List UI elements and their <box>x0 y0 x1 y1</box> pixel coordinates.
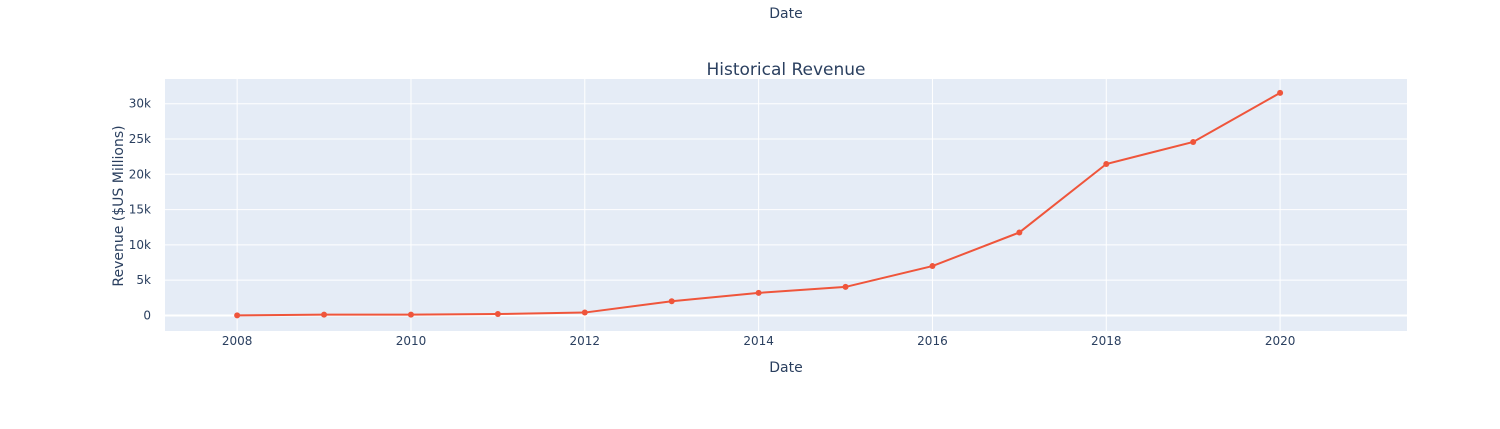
y-tick-label: 15k <box>129 203 151 217</box>
top-axis-label: Date <box>769 6 802 22</box>
x-axis-ticks: 2008 2010 2012 2014 2016 2018 2020 <box>222 334 1296 348</box>
data-point <box>1103 160 1110 167</box>
y-tick-label: 20k <box>129 167 151 181</box>
y-tick-label: 30k <box>129 97 151 111</box>
data-point <box>494 311 501 318</box>
plot-area <box>165 79 1407 331</box>
x-tick-label: 2020 <box>1265 334 1296 348</box>
data-point <box>929 263 936 270</box>
x-tick-label: 2008 <box>222 334 253 348</box>
y-axis-ticks: 0 5k 10k 15k 20k 25k 30k <box>129 97 151 323</box>
data-point <box>755 289 762 296</box>
data-point <box>1190 138 1197 145</box>
data-point <box>668 298 675 305</box>
data-point <box>1016 229 1023 236</box>
x-tick-label: 2016 <box>917 334 948 348</box>
revenue-series-markers <box>234 89 1284 319</box>
y-axis-title: Revenue ($US Millions) <box>111 125 127 286</box>
data-point <box>842 283 849 290</box>
data-point <box>321 311 328 318</box>
data-point <box>234 312 241 319</box>
data-point <box>581 309 588 316</box>
y-tick-label: 0 <box>143 308 151 322</box>
x-tick-label: 2018 <box>1091 334 1122 348</box>
x-axis-title: Date <box>769 360 802 376</box>
x-tick-label: 2014 <box>743 334 774 348</box>
data-point <box>407 311 414 318</box>
y-tick-label: 5k <box>136 273 151 287</box>
chart-title: Historical Revenue <box>706 60 865 80</box>
data-point <box>1277 89 1284 96</box>
y-tick-label: 25k <box>129 132 151 146</box>
y-tick-label: 10k <box>129 238 151 252</box>
x-tick-label: 2012 <box>570 334 601 348</box>
x-tick-label: 2010 <box>396 334 427 348</box>
